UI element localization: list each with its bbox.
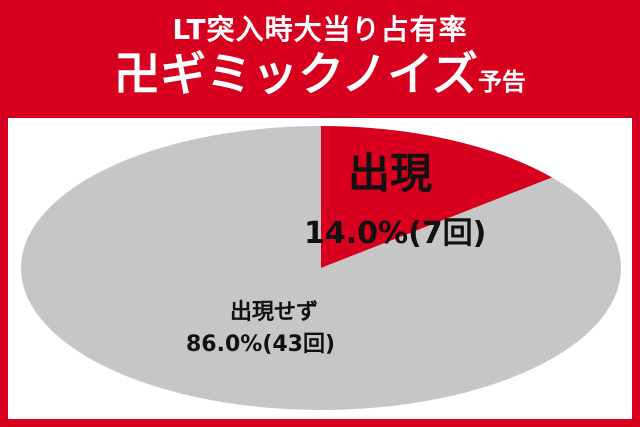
chart-title: LT突入時大当り占有率	[172, 13, 468, 46]
chart-subtitle-suffix: 予告	[477, 68, 526, 96]
slice-label-not-appear: 出現せず	[230, 300, 319, 325]
chart-subtitle-main: 卍ギミックノイズ	[114, 47, 478, 101]
slice-appear	[321, 126, 553, 268]
slice-not-appear	[21, 126, 622, 410]
slice-value-appear: 14.0%(7回)	[304, 216, 487, 251]
slice-value-not-appear: 86.0%(43回)	[186, 332, 336, 357]
slice-label-appear: 出現	[348, 149, 433, 198]
chart-subtitle: 卍ギミックノイズ予告	[0, 46, 640, 110]
chart-header: LT突入時大当り占有率 卍ギミックノイズ予告	[0, 0, 640, 118]
